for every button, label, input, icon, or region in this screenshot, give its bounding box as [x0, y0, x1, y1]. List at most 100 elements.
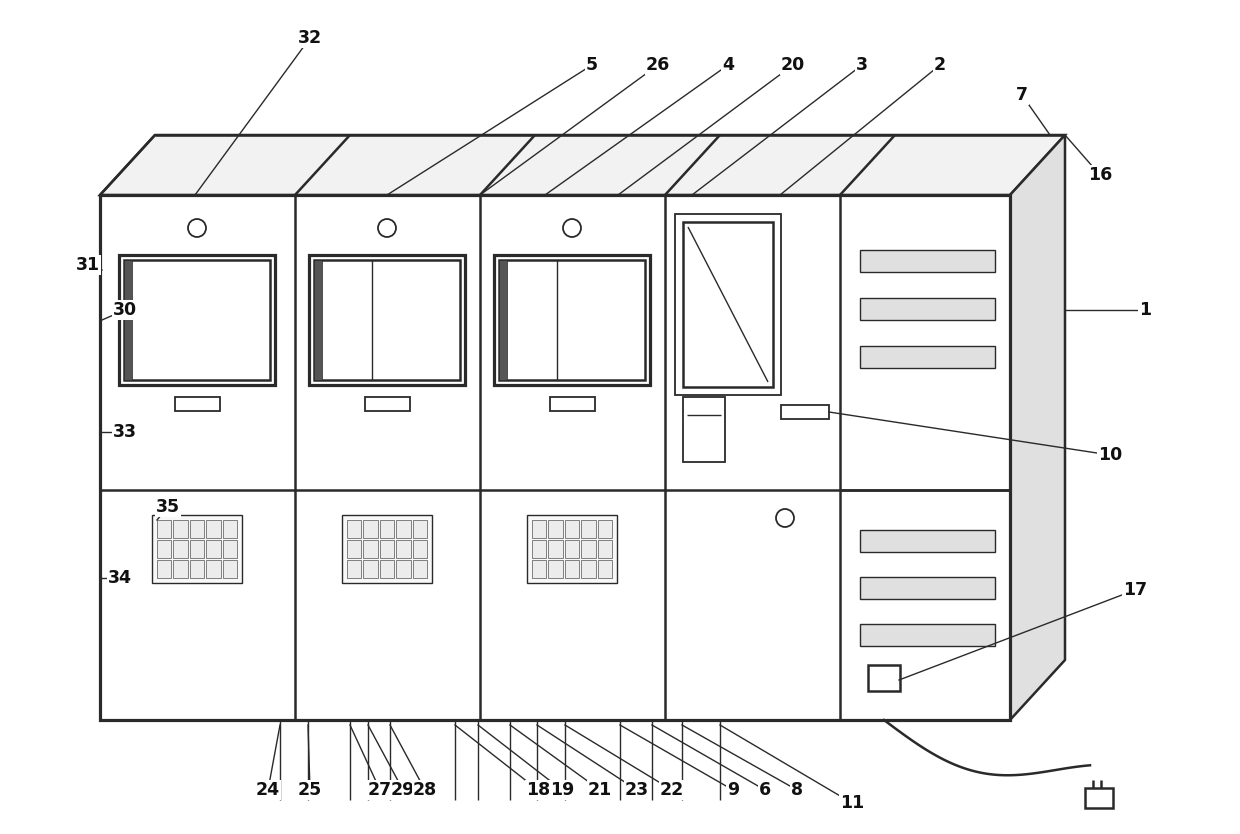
Bar: [675, 214, 781, 395]
Text: 26: 26: [646, 56, 670, 74]
Bar: [527, 515, 618, 583]
Bar: [494, 255, 650, 385]
Bar: [532, 560, 547, 578]
Text: 22: 22: [660, 781, 684, 799]
Bar: [174, 520, 187, 538]
Bar: [365, 397, 410, 411]
Bar: [223, 540, 237, 558]
Text: 25: 25: [298, 781, 322, 799]
Bar: [548, 560, 563, 578]
Text: 5: 5: [587, 56, 598, 74]
Polygon shape: [1011, 135, 1065, 720]
Bar: [861, 530, 994, 552]
Text: 19: 19: [549, 781, 574, 799]
Bar: [397, 540, 410, 558]
Bar: [206, 560, 221, 578]
Text: 9: 9: [727, 781, 739, 799]
Bar: [781, 405, 830, 419]
Circle shape: [563, 219, 582, 237]
Text: 28: 28: [413, 781, 438, 799]
Bar: [413, 560, 427, 578]
Text: 11: 11: [839, 794, 864, 812]
Circle shape: [378, 219, 396, 237]
Bar: [124, 260, 131, 380]
Bar: [582, 540, 595, 558]
Bar: [157, 520, 171, 538]
Text: 32: 32: [298, 29, 322, 47]
Bar: [206, 540, 221, 558]
Bar: [379, 560, 394, 578]
Text: 6: 6: [759, 781, 771, 799]
Bar: [868, 665, 900, 691]
Bar: [582, 560, 595, 578]
Bar: [413, 520, 427, 538]
Bar: [157, 560, 171, 578]
Bar: [379, 540, 394, 558]
Bar: [1085, 788, 1114, 808]
Text: 17: 17: [1123, 581, 1147, 599]
Bar: [861, 577, 994, 599]
Bar: [100, 195, 1011, 720]
Bar: [498, 260, 645, 380]
Bar: [498, 260, 507, 380]
Text: 1: 1: [1138, 301, 1151, 319]
Bar: [190, 540, 205, 558]
Text: 31: 31: [76, 256, 100, 274]
Bar: [397, 560, 410, 578]
Bar: [174, 540, 187, 558]
Bar: [598, 520, 613, 538]
Bar: [582, 520, 595, 538]
Bar: [347, 560, 361, 578]
Text: 34: 34: [108, 569, 131, 587]
Bar: [861, 250, 994, 272]
Bar: [157, 540, 171, 558]
Bar: [119, 255, 275, 385]
Text: 18: 18: [526, 781, 551, 799]
Text: 2: 2: [934, 56, 946, 74]
Bar: [175, 397, 219, 411]
Bar: [598, 560, 613, 578]
Bar: [598, 540, 613, 558]
Bar: [342, 515, 432, 583]
Bar: [564, 560, 579, 578]
Bar: [314, 260, 460, 380]
Bar: [223, 560, 237, 578]
Bar: [363, 540, 378, 558]
Bar: [683, 222, 773, 387]
Bar: [174, 560, 187, 578]
Bar: [564, 540, 579, 558]
Bar: [379, 520, 394, 538]
Bar: [124, 260, 270, 380]
Text: 33: 33: [113, 423, 136, 441]
Bar: [190, 560, 205, 578]
Bar: [206, 520, 221, 538]
Bar: [532, 540, 547, 558]
Bar: [347, 520, 361, 538]
Bar: [363, 520, 378, 538]
Text: 29: 29: [391, 781, 415, 799]
Text: 8: 8: [791, 781, 804, 799]
Bar: [551, 397, 595, 411]
Text: 23: 23: [625, 781, 649, 799]
Polygon shape: [100, 135, 1065, 195]
Bar: [347, 540, 361, 558]
Text: 3: 3: [856, 56, 868, 74]
Text: 7: 7: [1016, 86, 1028, 104]
Bar: [548, 540, 563, 558]
Bar: [532, 520, 547, 538]
Bar: [397, 520, 410, 538]
Bar: [100, 195, 1011, 720]
Bar: [153, 515, 242, 583]
Text: 21: 21: [588, 781, 613, 799]
Bar: [861, 624, 994, 646]
Bar: [309, 255, 465, 385]
Text: 24: 24: [255, 781, 280, 799]
Text: 30: 30: [113, 301, 138, 319]
Bar: [223, 520, 237, 538]
Bar: [861, 346, 994, 368]
Bar: [548, 520, 563, 538]
Text: 35: 35: [156, 498, 180, 516]
Bar: [683, 397, 725, 462]
Circle shape: [188, 219, 206, 237]
Bar: [190, 520, 205, 538]
